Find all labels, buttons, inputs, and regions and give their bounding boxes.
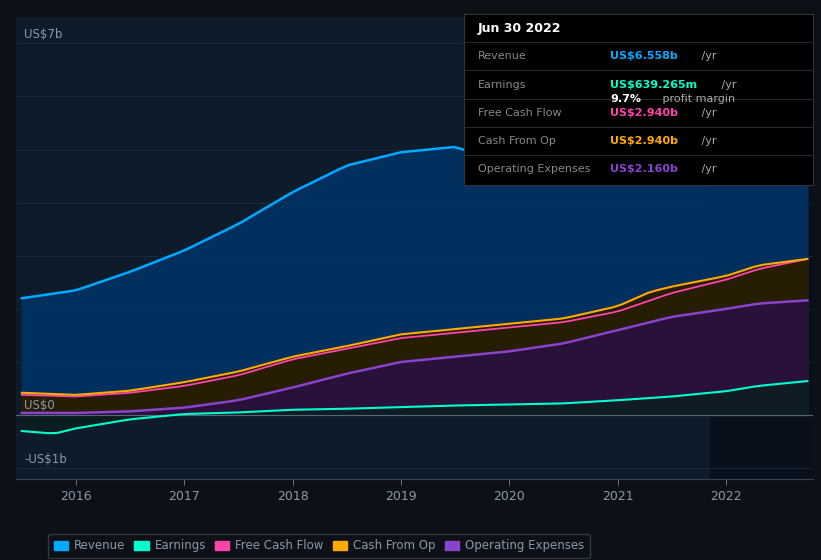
Text: /yr: /yr bbox=[699, 136, 717, 146]
Text: Revenue: Revenue bbox=[478, 52, 526, 62]
Text: Earnings: Earnings bbox=[478, 80, 526, 90]
Text: /yr: /yr bbox=[718, 80, 736, 90]
Text: US$6.558b: US$6.558b bbox=[610, 52, 678, 62]
Text: US$2.940b: US$2.940b bbox=[610, 136, 678, 146]
Text: /yr: /yr bbox=[699, 108, 717, 118]
Text: Jun 30 2022: Jun 30 2022 bbox=[478, 21, 562, 35]
Bar bbox=[710, 17, 813, 479]
Text: profit margin: profit margin bbox=[659, 94, 736, 104]
Text: /yr: /yr bbox=[699, 164, 717, 174]
Text: Cash From Op: Cash From Op bbox=[478, 136, 556, 146]
Text: US$639.265m: US$639.265m bbox=[610, 80, 698, 90]
Text: US$7b: US$7b bbox=[24, 27, 62, 41]
Text: US$0: US$0 bbox=[24, 399, 55, 412]
Text: Operating Expenses: Operating Expenses bbox=[478, 164, 590, 174]
Text: US$2.160b: US$2.160b bbox=[610, 164, 678, 174]
Text: /yr: /yr bbox=[699, 52, 717, 62]
Text: 9.7%: 9.7% bbox=[610, 94, 641, 104]
Text: Free Cash Flow: Free Cash Flow bbox=[478, 108, 562, 118]
Legend: Revenue, Earnings, Free Cash Flow, Cash From Op, Operating Expenses: Revenue, Earnings, Free Cash Flow, Cash … bbox=[48, 534, 590, 558]
Text: -US$1b: -US$1b bbox=[24, 452, 67, 465]
Text: US$2.940b: US$2.940b bbox=[610, 108, 678, 118]
